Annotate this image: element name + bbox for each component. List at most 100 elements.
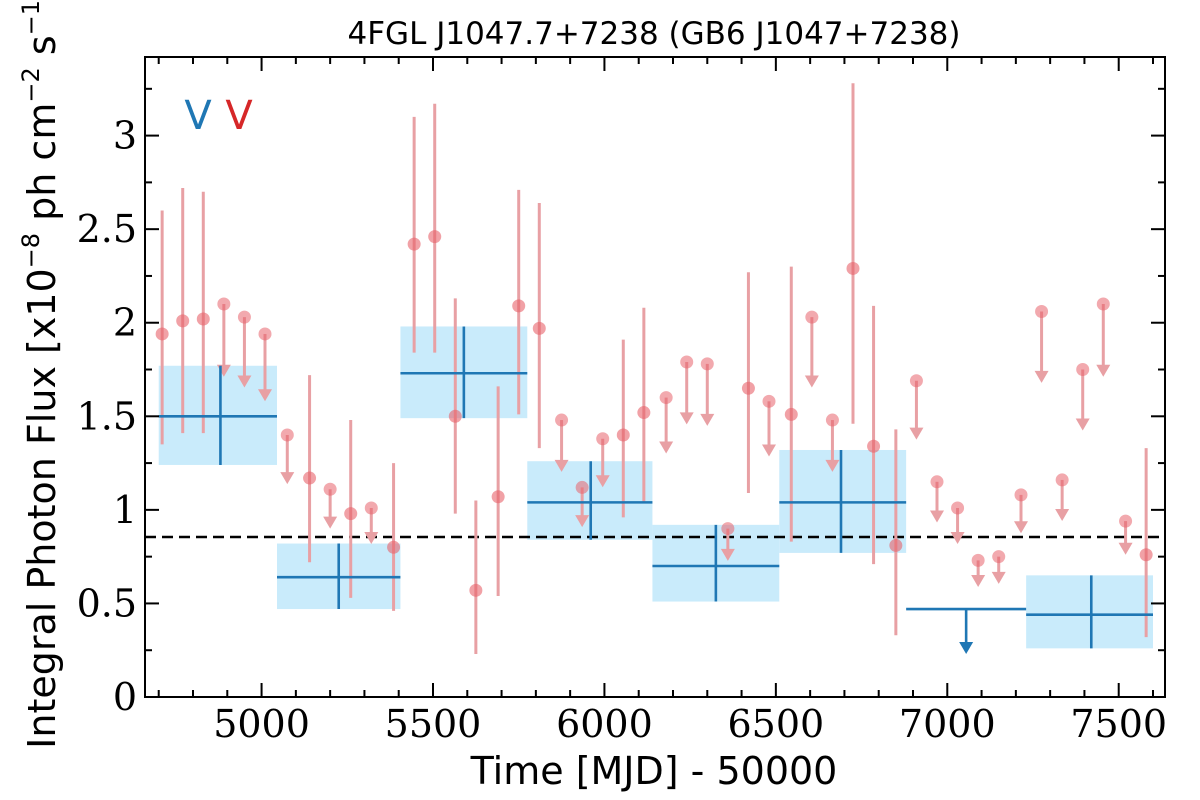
upper-limit-arrow-icon [1055,508,1070,521]
chart-title: 4FGL J1047.7+7238 (GB6 J1047+7238) [348,16,961,52]
long-bin-box [1026,575,1153,649]
short-bin-point [784,266,798,542]
short-bin-marker [280,428,294,442]
x-tick-label: 6000 [556,702,653,746]
y-tick-label: 1.5 [77,394,137,438]
short-bin-point [176,187,190,434]
short-bin-marker [1055,473,1069,487]
upper-limit-arrow-icon [364,532,379,545]
upper-limit-arrow-icon [1096,364,1111,377]
upper-limit-arrow-icon [554,459,569,472]
short-bin-point [804,310,819,388]
short-bin-point [344,420,358,598]
upper-limit-arrow-icon [575,515,590,528]
short-bin-marker [889,538,903,552]
short-bin-point [867,305,881,565]
long-bin-point [158,365,277,465]
short-bin-point [280,428,295,485]
short-bin-point [532,202,546,449]
short-bin-point [196,191,210,434]
short-bin-marker [1139,548,1153,562]
short-bin-marker [344,507,358,521]
upper-limit-arrow-icon [700,413,715,426]
short-bin-marker [491,490,505,504]
legend-entry-red: V [225,93,253,139]
y-tick-label: 0 [113,675,137,719]
y-axis-label-mid2: s [20,35,64,67]
short-bin-marker [575,480,589,494]
short-bin-marker [846,261,860,275]
x-tick-label: 5500 [385,702,482,746]
short-bin-marker [659,391,673,405]
y-axis-label: Integral Photon Flux [x10−8 ph cm−2 s−1] [17,0,64,749]
short-bin-marker [303,471,317,485]
short-bin-point [679,355,694,425]
plot-frame [144,56,1166,698]
upper-limit-arrow-icon [679,412,694,425]
short-bin-point [637,307,651,503]
short-bin-point [991,550,1006,584]
short-bin-marker [762,394,776,408]
short-bin-point [1014,488,1028,534]
short-bin-point [1034,305,1049,383]
short-bin-point [155,210,169,445]
y-axis-label-main: Integral Photon Flux [x10 [20,268,64,749]
upper-limit-arrow-icon [825,459,840,472]
short-bin-marker [741,381,755,395]
short-bin-point [1118,514,1133,555]
short-bin-point [971,553,986,587]
short-bin-marker [323,482,337,496]
short-bin-point [741,272,755,494]
short-bin-marker [387,540,401,554]
short-bin-marker [155,327,169,341]
upper-limit-arrow-icon [909,427,924,440]
short-bin-marker [237,310,251,324]
x-axis-label: Time [MJD] - 50000 [470,749,838,793]
short-bin-point [909,374,924,440]
x-tick-label: 6500 [727,702,824,746]
long-bin-point [779,449,907,553]
x-tick-label: 7500 [1070,702,1167,746]
y-axis-label-exp1: −8 [17,233,45,268]
short-bin-point [428,103,442,353]
short-bin-point [700,357,715,426]
short-bin-point [825,413,840,472]
short-bin-marker [992,550,1006,564]
short-bin-marker [364,501,378,515]
short-bin-point [889,429,903,636]
short-bin-marker [217,297,231,311]
upper-limit-arrow-icon [258,389,272,402]
upper-limit-arrow-icon [950,532,965,545]
plot-area: 5000 5500 6000 6500 7000 7500 0 0.5 1 1.5 2 2.5 3 [77,56,1167,746]
short-bin-point [491,386,505,596]
short-bin-marker [951,501,965,515]
short-bin-point [720,522,735,561]
short-bin-point [387,463,401,611]
upper-limit-arrow-icon [280,472,295,485]
short-bin-point [846,83,860,424]
y-tick-label: 3 [113,114,137,158]
short-bin-marker [784,407,798,421]
y-tick-label: 0.5 [77,581,137,625]
long-bin-limit-arrow-icon [959,642,974,655]
y-tick-label: 2.5 [77,207,137,251]
legend-entry-blue: V [184,93,212,139]
short-bin-marker [555,413,569,427]
short-bin-point [616,339,630,518]
upper-limit-arrow-icon [1034,370,1049,383]
long-bin-point [400,326,528,419]
short-bin-point [575,480,590,528]
short-bin-point [323,482,338,529]
short-bin-marker [805,310,819,324]
short-bin-marker [721,522,735,536]
short-bin-point [469,500,483,654]
short-bin-marker [637,406,651,420]
upper-limit-arrow-icon [991,571,1006,584]
short-bin-point [407,116,421,353]
short-bin-point [237,310,252,388]
x-tick-label: 5000 [213,702,310,746]
short-bin-marker [407,237,421,251]
short-bin-point [216,297,231,377]
short-bin-point [659,391,674,454]
